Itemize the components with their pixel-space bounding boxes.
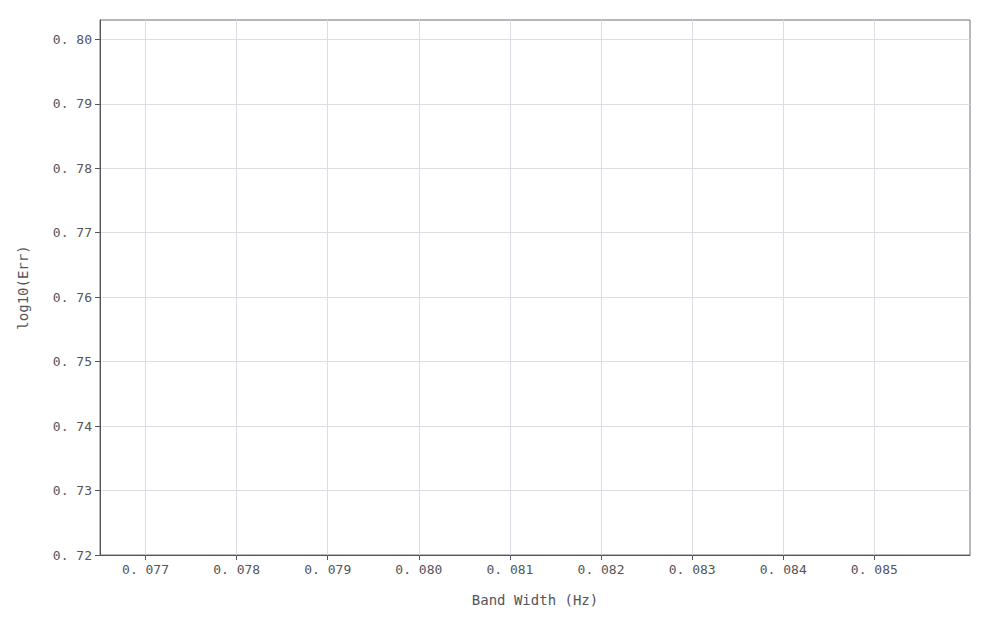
svg-text:log10(Err): log10(Err) [15, 245, 31, 329]
svg-text:0. 080: 0. 080 [395, 562, 442, 577]
svg-text:0. 77: 0. 77 [53, 225, 92, 240]
svg-text:0. 72: 0. 72 [53, 548, 92, 563]
svg-text:0. 085: 0. 085 [851, 562, 898, 577]
svg-text:0. 78: 0. 78 [53, 161, 92, 176]
svg-text:0. 084: 0. 084 [760, 562, 807, 577]
svg-text:0. 80: 0. 80 [53, 32, 92, 47]
svg-text:0. 082: 0. 082 [578, 562, 625, 577]
svg-text:0. 76: 0. 76 [53, 290, 92, 305]
svg-text:0. 74: 0. 74 [53, 419, 92, 434]
svg-text:0. 079: 0. 079 [304, 562, 351, 577]
svg-text:0. 73: 0. 73 [53, 483, 92, 498]
svg-text:Band Width (Hz): Band Width (Hz) [472, 592, 598, 608]
svg-text:0. 79: 0. 79 [53, 96, 92, 111]
svg-text:0. 081: 0. 081 [486, 562, 533, 577]
svg-text:0. 083: 0. 083 [669, 562, 716, 577]
svg-text:0. 077: 0. 077 [122, 562, 169, 577]
svg-text:0. 078: 0. 078 [213, 562, 260, 577]
svg-text:0. 75: 0. 75 [53, 354, 92, 369]
